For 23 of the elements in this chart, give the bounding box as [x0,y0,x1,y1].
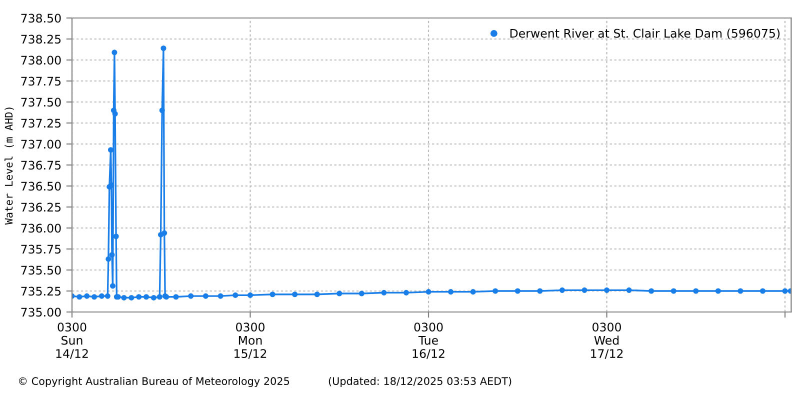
x-tick-label: 0300 Mon 15/12 [234,322,266,359]
x-tick-label: 0300 Sun 14/12 [56,322,88,359]
y-tick-label: 737.50 [21,98,61,107]
text: © Copyright Australian Bureau of Meteorology 2025 [19,376,290,388]
y-axis-title: Water Level (m AHD) [4,108,14,225]
y-tick-label: 736.25 [21,202,61,212]
y-tick-label: 737.25 [21,118,61,128]
y-tick-label: 737.75 [21,76,61,86]
y-tick-label: 735.00 [21,308,61,317]
y-tick-label: 735.50 [21,266,61,275]
y-tick-label: 736.00 [21,224,61,233]
x-tick-label: 0300 Tue 16/12 [412,322,444,359]
x-tick-label: 0300 Wed 17/12 [591,322,623,359]
y-tick-label: 738.00 [21,56,61,65]
y-tick-label: 735.25 [21,286,61,296]
y-tick-label: 737.00 [21,140,61,149]
y-tick-label: 738.25 [21,34,61,44]
y-tick-label: 736.75 [21,160,61,170]
y-tick-label: 736.50 [21,182,61,191]
y-tick-label: 738.50 [21,14,61,23]
text: (Updated: 18/12/2025 03:53 AEDT) [328,376,512,388]
legend-label: Derwent River at St. Clair Lake Dam (596075) [510,28,780,40]
y-tick-label: 735.75 [21,244,61,254]
